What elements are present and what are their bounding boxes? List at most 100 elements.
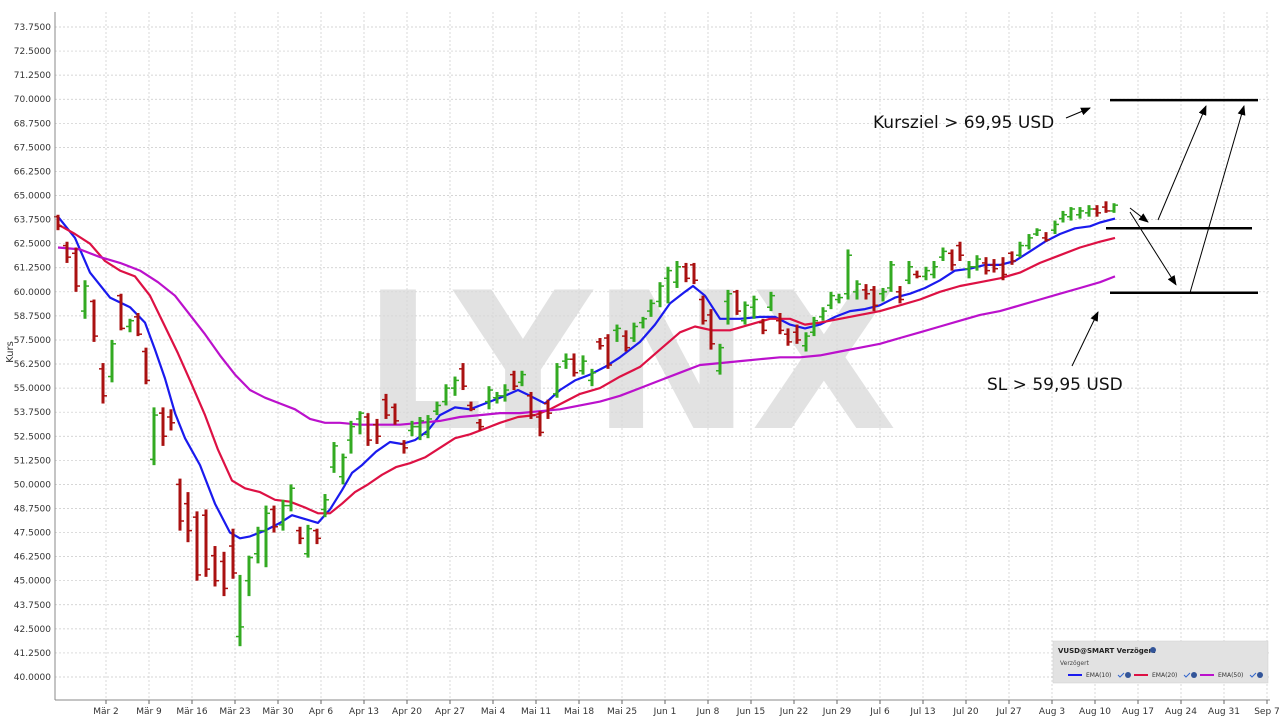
- bar-range: [872, 286, 876, 312]
- ohlc-bar-down: [99, 363, 107, 404]
- bar-range: [222, 551, 226, 597]
- bar-range: [213, 546, 217, 587]
- ohlc-bar-down: [159, 407, 167, 446]
- bar-range: [881, 287, 885, 302]
- ohlc-bar-up: [1110, 203, 1118, 213]
- bar-range: [1035, 228, 1039, 236]
- legend-item-label: EMA(20): [1152, 672, 1177, 679]
- bar-range: [538, 411, 542, 437]
- annotation-arrow: [1065, 107, 1091, 119]
- bar-range: [375, 418, 379, 444]
- ohlc-bar-up: [347, 420, 355, 454]
- ohlc-bar-down: [202, 509, 210, 577]
- bar-range: [238, 574, 242, 647]
- bar-range: [315, 528, 319, 545]
- ohlc-bar-up: [973, 255, 981, 271]
- ohlc-bar-down: [391, 403, 399, 425]
- legend-info-icon: [1150, 647, 1156, 653]
- y-tick-label: 40.0000: [14, 673, 51, 683]
- ohlc-bar-up: [1059, 210, 1067, 223]
- x-axis-ticks: Mär 2 Mär 9 Mär 16 Mär 23 Mär 30 Apr 6 Apr 13 A…: [93, 700, 1280, 717]
- ohlc-bar-up: [750, 295, 758, 319]
- ohlc-bar-down: [570, 353, 578, 377]
- bar-range: [761, 318, 765, 335]
- bar-range: [615, 324, 619, 342]
- x-tick-label: Mär 16: [176, 707, 208, 717]
- ohlc-bar-up: [553, 363, 561, 398]
- y-tick-label: 72.5000: [14, 47, 51, 57]
- chart-grid: [55, 12, 1270, 700]
- bar-range: [829, 291, 833, 310]
- ohlc-bar-down: [870, 286, 878, 312]
- bar-range: [778, 313, 782, 335]
- bar-range: [512, 370, 516, 391]
- ohlc-bar-down: [707, 309, 715, 350]
- bar-range: [529, 391, 533, 419]
- ohlc-bars: [54, 201, 1118, 647]
- ohlc-bar-up: [887, 261, 895, 292]
- bar-range: [520, 370, 524, 387]
- x-tick-label: Apr 20: [392, 707, 422, 717]
- x-tick-label: Aug 17: [1122, 707, 1154, 717]
- ohlc-bar-down: [544, 399, 552, 419]
- bar-range: [924, 266, 928, 281]
- x-tick-label: Jul 6: [869, 707, 890, 717]
- bar-range: [701, 295, 705, 325]
- ohlc-bar-down: [862, 284, 870, 300]
- ohlc-bar-up: [819, 307, 827, 321]
- x-tick-label: Aug 24: [1165, 707, 1197, 717]
- bar-range: [461, 363, 465, 391]
- ohlc-bar-down: [382, 393, 390, 419]
- check-icon: [1117, 672, 1125, 678]
- y-tick-label: 65.0000: [14, 192, 51, 202]
- y-tick-label: 57.5000: [14, 336, 51, 346]
- ohlc-bar-down: [784, 328, 792, 346]
- bar-range: [718, 343, 722, 375]
- legend-item-label: EMA(10): [1086, 672, 1111, 679]
- ohlc-bar-up: [1051, 220, 1059, 235]
- bar-range: [503, 384, 507, 402]
- bar-range: [624, 330, 628, 352]
- ohlc-bar-down: [913, 270, 921, 279]
- bar-range: [195, 511, 199, 581]
- ohlc-bar-down: [896, 286, 904, 304]
- ohlc-bar-down: [956, 241, 964, 261]
- y-tick-label: 56.2500: [14, 360, 51, 370]
- x-tick-label: Jul 13: [909, 707, 935, 717]
- ohlc-bar-down: [117, 293, 125, 331]
- ohlc-bar-up: [518, 370, 526, 387]
- y-tick-label: 52.5000: [14, 432, 51, 442]
- ohlc-bar-up: [656, 282, 664, 308]
- bar-range: [256, 526, 260, 564]
- ohlc-bar-down: [142, 347, 150, 385]
- y-tick-label: 68.7500: [14, 119, 51, 129]
- bar-range: [1112, 203, 1116, 213]
- ohlc-bar-up: [126, 318, 134, 333]
- ohlc-bar-up: [741, 301, 749, 325]
- ema-line-ema20: [57, 223, 1116, 515]
- ohlc-bar-up: [433, 401, 441, 416]
- y-tick-label: 73.7500: [14, 23, 51, 33]
- ohlc-bar-down: [1102, 201, 1110, 213]
- ohlc-bar-up: [245, 555, 253, 597]
- ohlc-bar-up: [81, 280, 89, 319]
- ohlc-bar-down: [604, 334, 612, 369]
- ohlc-bar-down: [759, 318, 767, 335]
- info-icon: [1257, 672, 1263, 678]
- bar-range: [546, 399, 550, 419]
- ohlc-bar-up: [254, 526, 262, 564]
- bar-range: [358, 411, 362, 435]
- ohlc-bar-down: [184, 492, 192, 543]
- watermark: LYNX: [363, 252, 898, 473]
- ohlc-bar-down: [193, 511, 201, 581]
- ohlc-bar-up: [922, 266, 930, 281]
- ohlc-bar-up: [562, 353, 570, 369]
- y-tick-label: 66.2500: [14, 167, 51, 177]
- ohlc-bar-up: [424, 415, 432, 439]
- bar-range: [74, 247, 78, 292]
- ohlc-bar-down: [948, 249, 956, 271]
- bar-range: [1018, 241, 1022, 258]
- bar-range: [366, 413, 370, 446]
- ohlc-bar-down: [1093, 205, 1101, 217]
- bar-range: [435, 401, 439, 416]
